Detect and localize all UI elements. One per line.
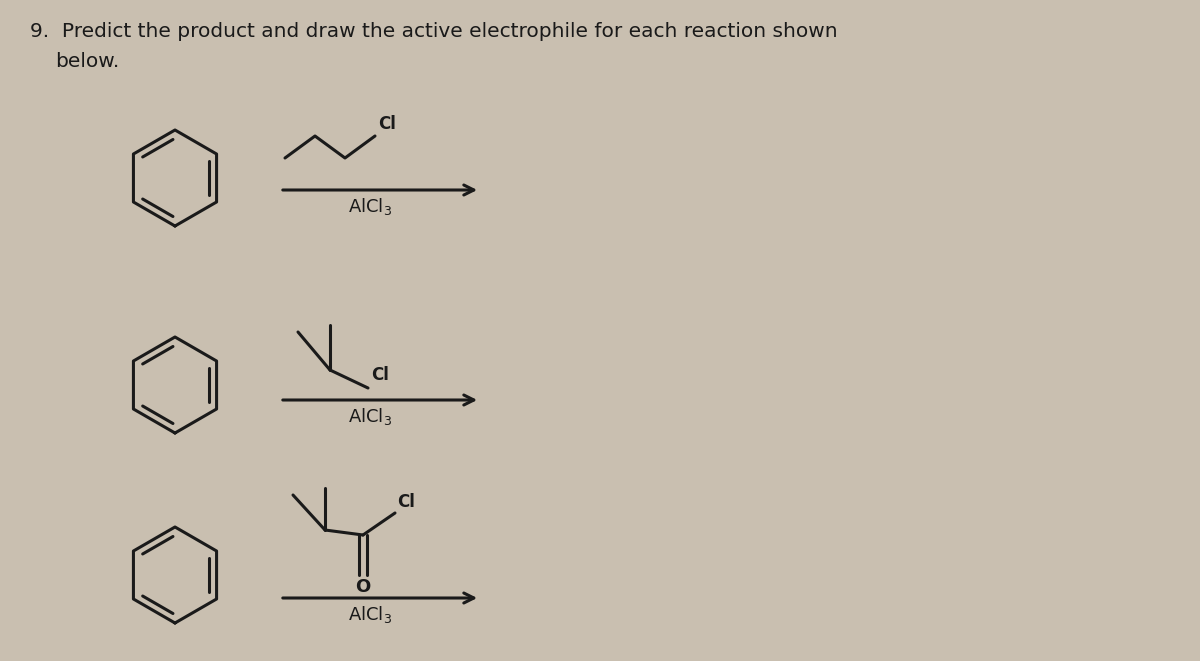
Text: Cl: Cl	[397, 493, 415, 511]
Text: Cl: Cl	[378, 115, 396, 133]
Text: AlCl$_3$: AlCl$_3$	[348, 196, 392, 217]
Text: O: O	[355, 578, 371, 596]
Text: AlCl$_3$: AlCl$_3$	[348, 406, 392, 427]
Text: Cl: Cl	[371, 366, 389, 384]
Text: below.: below.	[55, 52, 119, 71]
Text: 9.  Predict the product and draw the active electrophile for each reaction shown: 9. Predict the product and draw the acti…	[30, 22, 838, 41]
Text: AlCl$_3$: AlCl$_3$	[348, 604, 392, 625]
